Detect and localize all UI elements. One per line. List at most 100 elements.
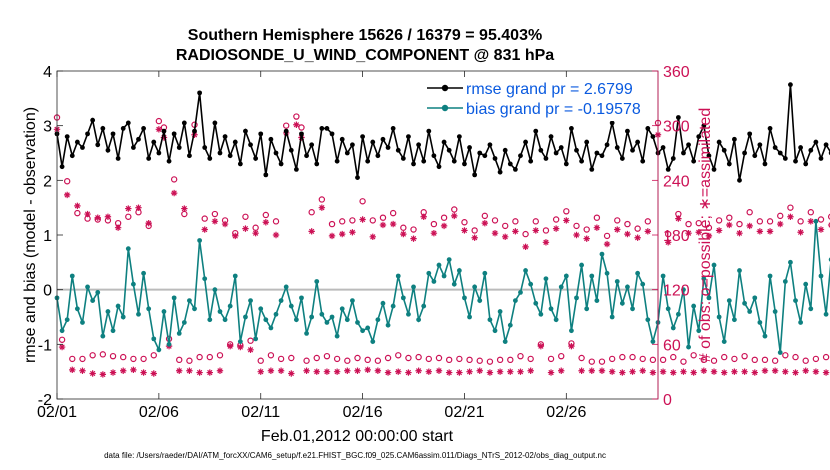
bias-point: [161, 309, 167, 314]
rmse-point: [716, 139, 722, 145]
rmse-point: [202, 145, 208, 150]
obs-possible-point: [558, 352, 565, 360]
bias-point: [329, 314, 335, 320]
obs-assimilated-point: [700, 367, 708, 374]
x-tick-label: 02/26: [546, 404, 586, 421]
obs-assimilated-point: [603, 240, 611, 248]
rmse-point: [726, 161, 732, 167]
obs-possible-point: [282, 122, 290, 129]
obs-assimilated-point: [502, 233, 509, 241]
bias-point: [788, 259, 793, 265]
obs-possible-point: [267, 352, 275, 359]
rmse-point: [390, 125, 396, 131]
bias-point: [599, 251, 605, 257]
obs-assimilated-point: [649, 369, 657, 376]
obs-possible-point: [466, 356, 473, 364]
y-left-tick-label: 4: [43, 64, 52, 81]
obs-possible-point: [313, 354, 320, 362]
obs-assimilated-point: [445, 369, 453, 376]
rmse-point: [431, 153, 437, 159]
rmse-point: [243, 128, 248, 134]
bias-point: [635, 270, 641, 276]
obs-assimilated-point: [476, 367, 483, 374]
bias-point: [528, 281, 534, 287]
obs-possible-point: [216, 352, 224, 359]
obs-possible-point: [792, 353, 799, 361]
bias-point: [69, 273, 75, 279]
obs-possible-point: [293, 113, 300, 120]
rmse-point: [441, 139, 447, 145]
bias-point: [202, 276, 208, 282]
obs-assimilated-point: [344, 367, 351, 374]
rmse-point: [416, 142, 422, 148]
bias-point: [818, 273, 824, 279]
rmse-point: [319, 125, 325, 131]
obs-possible-point: [400, 224, 407, 231]
bias-point: [538, 311, 544, 317]
obs-assimilated-point: [160, 134, 168, 141]
rmse-point: [752, 153, 758, 159]
obs-count-layer: [53, 113, 830, 378]
obs-possible-point: [573, 222, 580, 230]
rmse-point: [477, 150, 483, 156]
bias-point: [370, 339, 376, 344]
bias-point: [589, 273, 595, 279]
obs-possible-point: [354, 354, 361, 362]
obs-assimilated-point: [466, 368, 473, 375]
rmse-point: [808, 147, 814, 153]
obs-possible-point: [563, 208, 570, 215]
rmse-point: [782, 156, 788, 161]
rmse-point: [411, 161, 416, 167]
obs-assimilated-point: [288, 370, 295, 377]
rmse-point: [85, 131, 90, 137]
bias-point: [319, 311, 325, 317]
bias-point: [141, 270, 146, 276]
obs-possible-point: [374, 357, 382, 364]
bias-point: [248, 298, 253, 303]
bias-point: [360, 328, 365, 334]
rmse-point: [334, 158, 340, 164]
obs-possible-point: [512, 218, 519, 225]
obs-assimilated-point: [84, 210, 91, 218]
obs-possible-point: [619, 353, 626, 361]
rmse-point: [798, 145, 804, 150]
obs-possible-point: [339, 218, 346, 225]
obs-possible-point: [721, 353, 728, 361]
obs-assimilated-point: [145, 219, 152, 227]
obs-assimilated-point: [715, 227, 723, 234]
bias-point: [579, 262, 585, 268]
obs-possible-point: [695, 219, 702, 227]
obs-possible-point: [552, 216, 560, 223]
y-axis-left: -2 -1 0 1 2 3 4: [38, 64, 63, 409]
bias-point: [737, 268, 742, 273]
y-right-tick-label: 60: [663, 337, 681, 354]
bias-point: [64, 317, 70, 323]
y-right-tick-label: 300: [663, 119, 690, 136]
rmse-point: [268, 136, 274, 142]
bias-point: [258, 306, 264, 312]
bias-point: [197, 238, 203, 243]
bias-point: [115, 303, 121, 309]
bias-point: [324, 320, 330, 325]
obs-assimilated-point: [822, 369, 830, 376]
rmse-point: [227, 153, 233, 159]
rmse-point: [497, 169, 503, 175]
bias-point: [757, 320, 763, 325]
bias-point: [421, 303, 427, 309]
bias-point: [74, 306, 80, 312]
rmse-point: [166, 158, 172, 164]
rmse-point: [686, 142, 691, 148]
x-tick-label: 02/16: [343, 404, 383, 421]
obs-assimilated-point: [155, 126, 163, 133]
rmse-point: [584, 139, 590, 145]
obs-assimilated-point: [451, 212, 458, 220]
legend-rmse-marker: [441, 84, 449, 92]
rmse-point: [212, 120, 218, 126]
obs-possible-point: [318, 196, 326, 203]
rmse-point: [151, 139, 157, 145]
obs-assimilated-point: [186, 367, 193, 374]
bias-point: [451, 281, 457, 287]
legend-bias-marker: [441, 104, 449, 112]
rmse-point: [594, 150, 600, 156]
